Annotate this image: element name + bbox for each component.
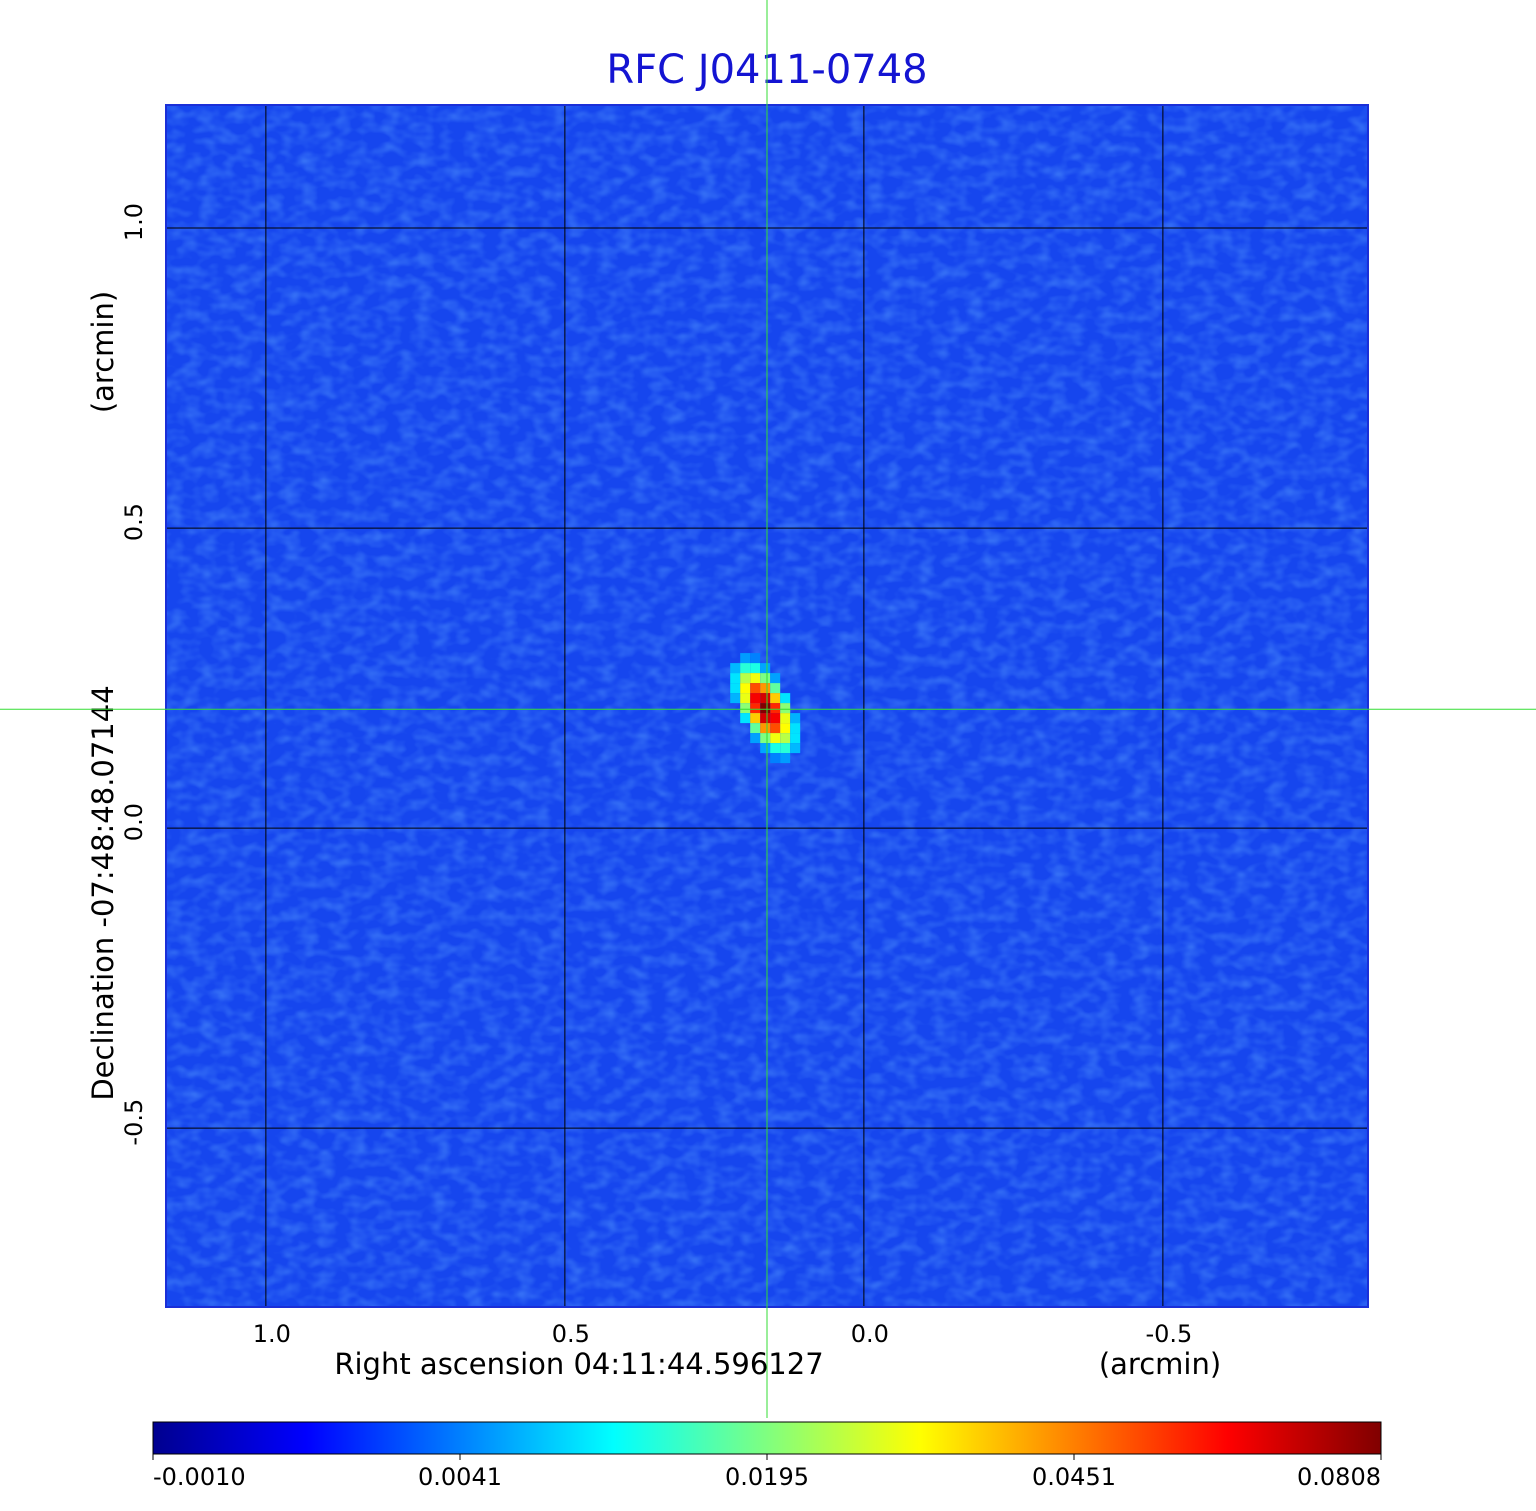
source-halo [790,713,801,724]
source-halo [750,693,761,704]
x-tick-label: 0.5 [552,1320,590,1348]
x-axis-unit: (arcmin) [1099,1347,1221,1381]
y-tick-label: 0.0 [120,803,148,841]
source-halo [750,683,761,694]
source-halo [760,723,771,734]
source-halo [790,743,801,754]
y-axis-label: Declination -07:48:48.07144 [86,685,120,1100]
source-halo [740,703,751,714]
source-halo [780,753,791,764]
source-halo [780,713,791,724]
source-halo [760,683,771,694]
source-halo [780,743,791,754]
source-halo [740,683,751,694]
source-halo [730,663,741,674]
x-tick-label: 0.0 [851,1320,889,1348]
source-halo [740,663,751,674]
y-tick-label: 0.5 [120,503,148,541]
source-halo [750,673,761,684]
source-halo [750,713,761,724]
source-halo [730,693,741,704]
x-tick-label: 1.0 [253,1320,291,1348]
source-halo [760,713,771,724]
x-tick-label: -0.5 [1145,1320,1192,1348]
source-peak [760,703,771,714]
source-halo [740,673,751,684]
source-halo [770,753,781,764]
source-halo [750,703,761,714]
source-halo [770,713,781,724]
source-halo [760,673,771,684]
source-halo [730,673,741,684]
source-halo [770,723,781,734]
source-halo [730,683,741,694]
source-halo [780,703,791,714]
source-halo [760,693,771,704]
source-halo [780,733,791,744]
source-halo [760,733,771,744]
y-tick-label: 1.0 [120,203,148,241]
colorbar-tick-label: 0.0041 [418,1463,502,1491]
colorbar-tick-label: -0.0010 [153,1463,246,1491]
source-halo [770,703,781,714]
source-halo [790,733,801,744]
colorbar-tick-label: 0.0451 [1032,1463,1116,1491]
source-halo [760,743,771,754]
source-halo [770,733,781,744]
colorbar [152,1421,1382,1455]
source-halo [740,693,751,704]
source-halo [750,653,761,664]
source-halo [770,693,781,704]
x-axis-label: Right ascension 04:11:44.596127 [334,1347,823,1381]
source-halo [770,673,781,684]
y-axis-unit: (arcmin) [86,291,120,413]
source-halo [750,723,761,734]
y-tick-label: -0.5 [120,1099,148,1146]
source-halo [740,713,751,724]
colorbar-tick-label: 0.0808 [1297,1463,1381,1491]
source-halo [740,653,751,664]
source-halo [770,683,781,694]
colorbar-tick-label: 0.0195 [725,1463,809,1491]
source-halo [750,733,761,744]
source-halo [770,743,781,754]
source-halo [790,723,801,734]
source-halo [750,663,761,674]
source-halo [780,723,791,734]
source-halo [780,693,791,704]
source-halo [760,663,771,674]
